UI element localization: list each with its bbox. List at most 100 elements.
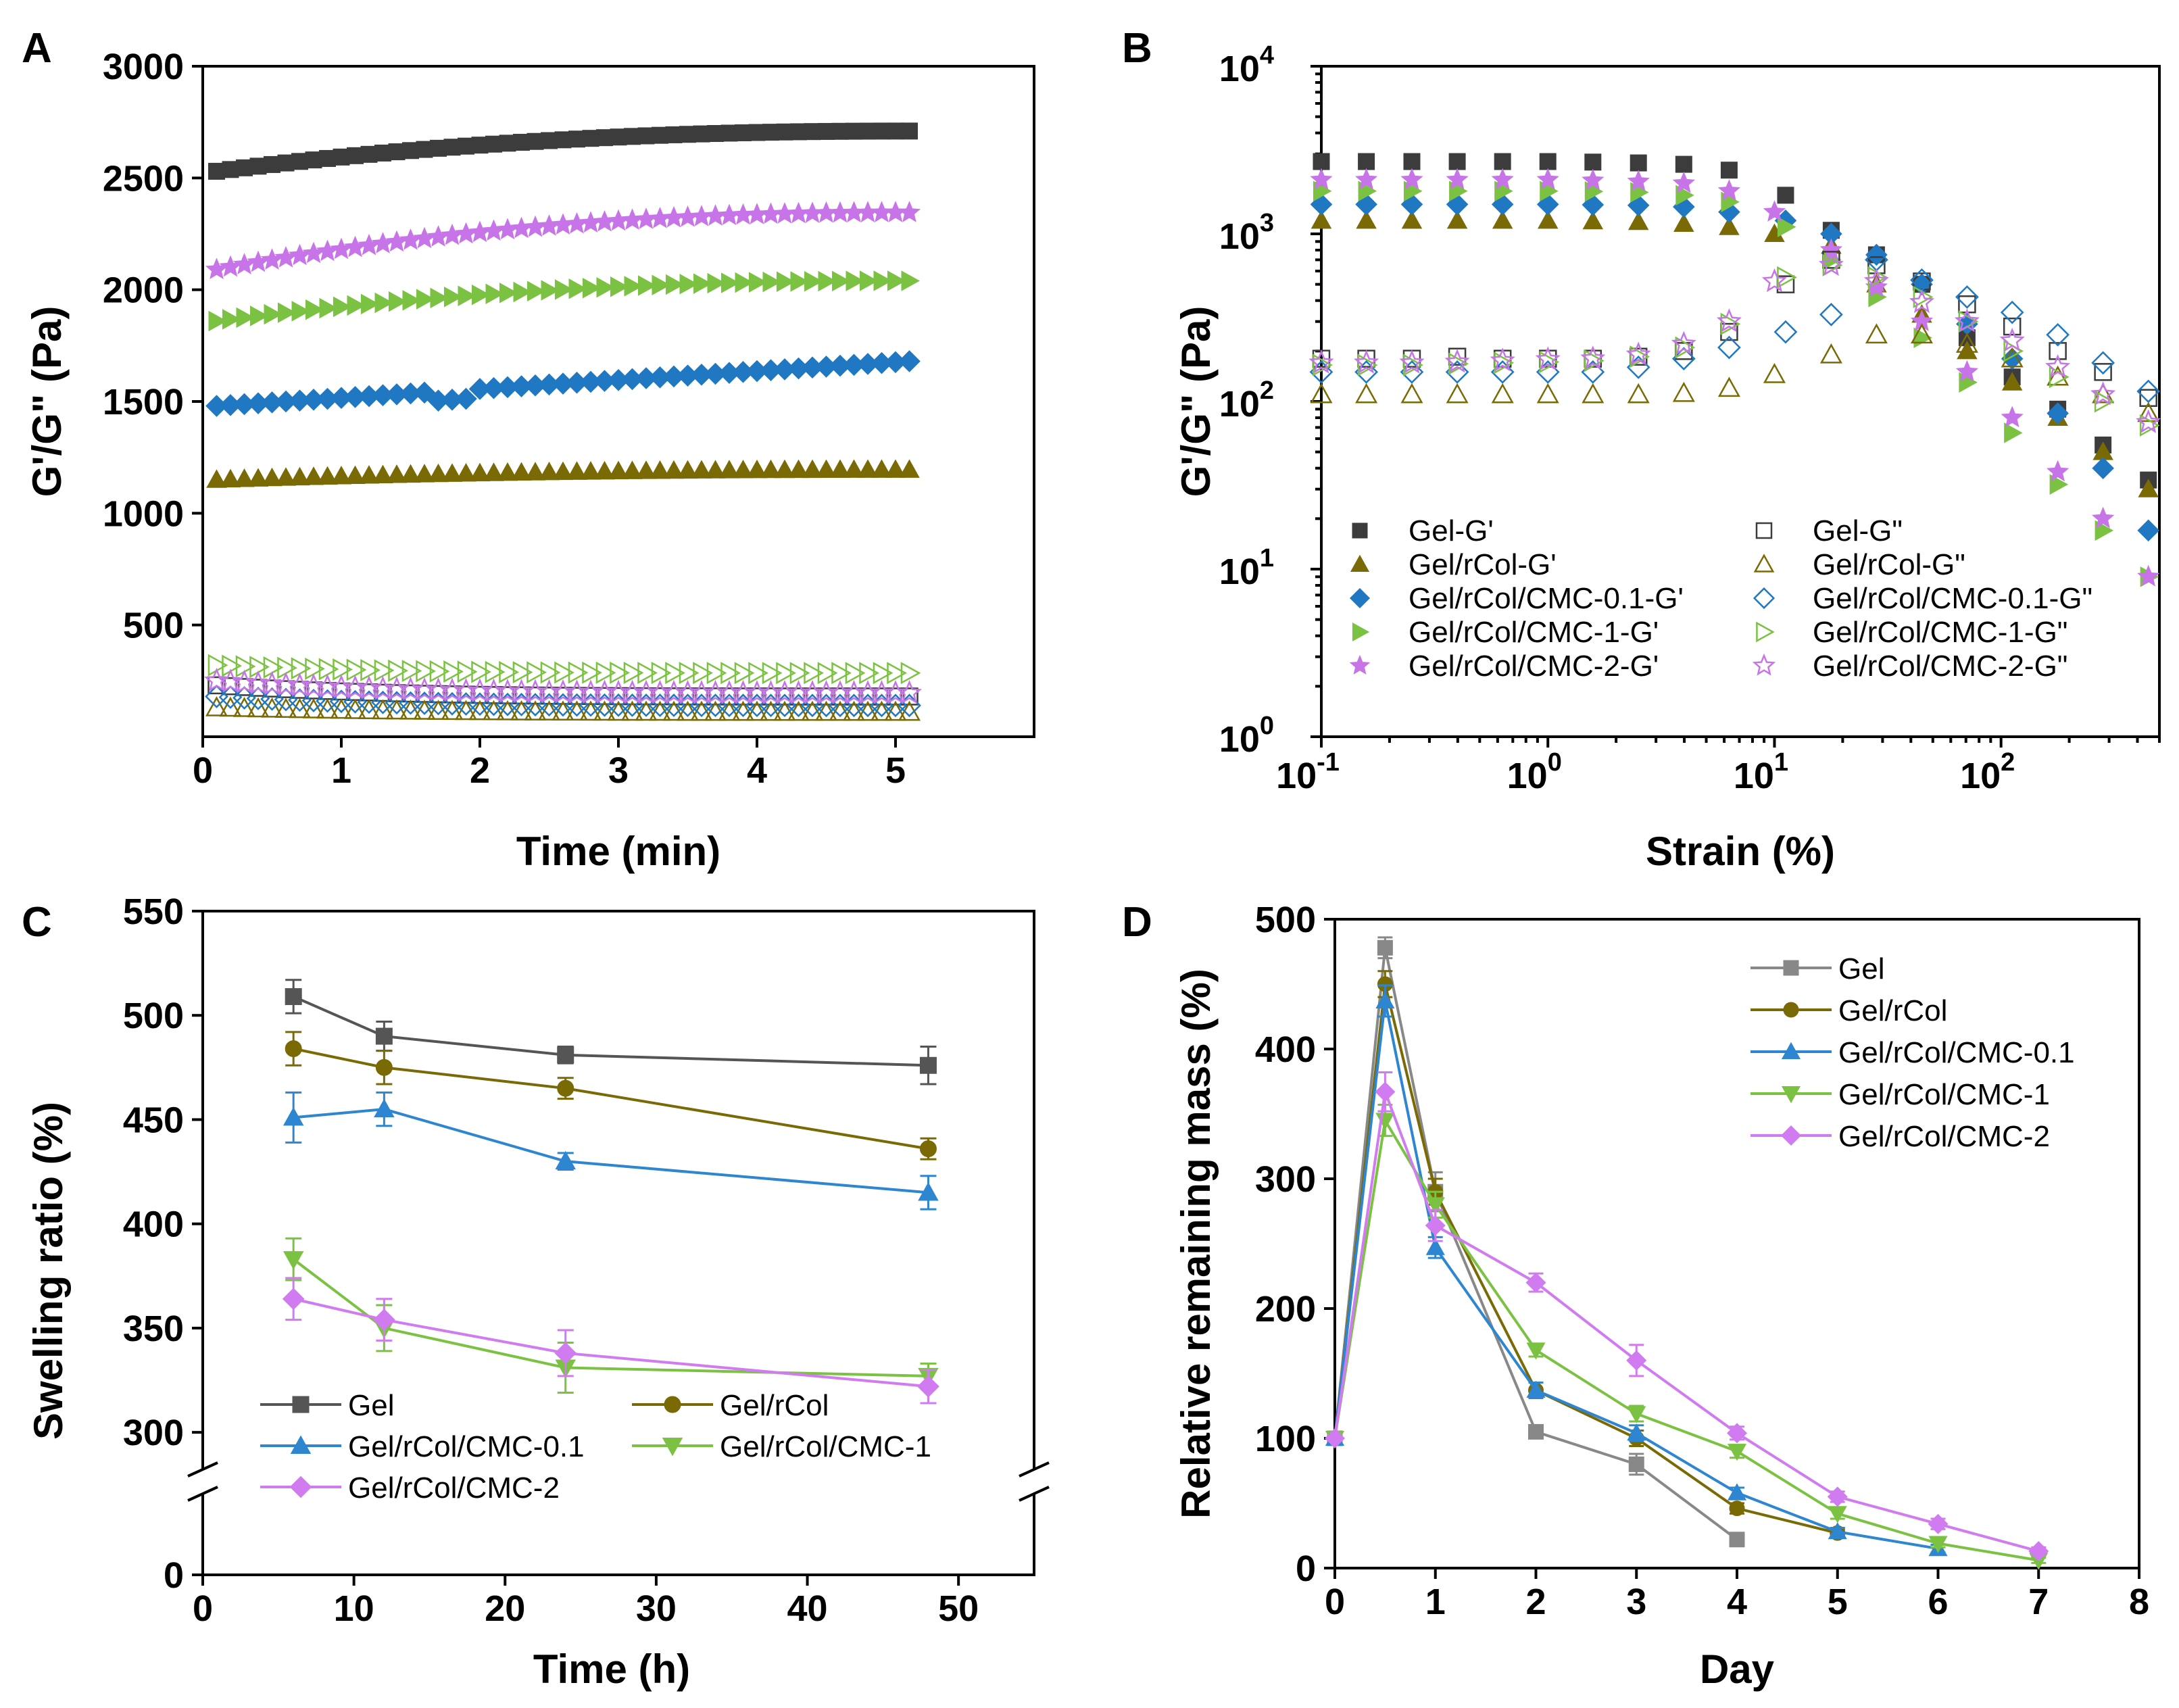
panel-a-point (901, 270, 920, 291)
panel-b-point (1355, 383, 1378, 404)
panel-a-point (527, 661, 547, 684)
panel-d-point (1729, 1500, 1745, 1517)
panel-a-point (277, 302, 297, 323)
panel-b-point (1955, 360, 1979, 382)
panel-a-point (512, 661, 533, 684)
panel-b-point (2049, 474, 2069, 495)
panel-d-legend-label: Gel/rCol/CMC-0.1 (1838, 1036, 2075, 1069)
panel-a-point (651, 662, 672, 685)
panel-b-point (1492, 210, 1513, 229)
panel-b-series-gel-rcol-cmc-2-g (1308, 251, 2161, 433)
panel-b-point (1777, 187, 1794, 204)
panel-a-point (288, 243, 312, 266)
panel-d-legend-marker (1783, 960, 1799, 976)
panel-a-point (582, 661, 602, 684)
panel-a-point (568, 278, 587, 299)
panel-a-point (857, 459, 879, 478)
panel-d-legend-item: Gel/rCol/CMC-2 (1750, 1120, 2050, 1153)
panel-d-x-tick-label: 6 (1928, 1582, 1948, 1622)
panel-a-point (846, 270, 864, 291)
panel-d-legend-item: Gel (1750, 952, 1884, 985)
panel-b-point (1673, 213, 1694, 232)
panel-a-point (568, 661, 589, 684)
panel-a-x-tick-label: 1 (331, 750, 351, 791)
panel-d-point (1375, 991, 1395, 1009)
panel-a-point (428, 463, 449, 483)
panel-a-point (413, 700, 436, 720)
panel-a-point (608, 460, 629, 480)
panel-a-point (760, 459, 781, 479)
panel-a-point (691, 460, 712, 479)
panel-b-point (1491, 383, 1514, 404)
panel-a-point (746, 459, 768, 479)
panel-a-point (527, 280, 546, 302)
panel-b-point (1630, 154, 1647, 172)
panel-b-point (1311, 210, 1332, 229)
panel-d-series-gel-rcol-cmc-2 (1324, 1071, 2049, 1562)
panel-b-point (1358, 153, 1375, 170)
panel-a-point (898, 201, 921, 222)
panel-d-point (1729, 1532, 1745, 1548)
panel-c-frame-upper (201, 910, 1035, 1469)
panel-a-point (524, 700, 547, 721)
panel-d-point (1727, 1483, 1747, 1500)
panel-a-point (622, 460, 643, 479)
panel-a-point (693, 662, 713, 685)
panel-b-point (2001, 372, 2023, 391)
panel-a-point (705, 460, 726, 479)
panel-c-point (375, 1058, 393, 1076)
panel-d-x-tick-label: 3 (1626, 1582, 1646, 1622)
panel-a-point (748, 662, 768, 685)
panel-b-point (2138, 479, 2159, 497)
panel-a-y-label: G'/G" (Pa) (24, 306, 70, 497)
panel-d-point (2028, 1541, 2049, 1562)
panel-b-series-gel-rcol-g (1311, 210, 2159, 497)
panel-c-legend-marker (290, 1435, 312, 1455)
panel-d-point (1525, 1272, 1546, 1293)
panel-b-point (1536, 383, 1559, 404)
panel-d-point (1828, 1522, 1847, 1540)
panel-a-point (333, 296, 352, 318)
panel-b-legend-marker (1756, 621, 1775, 643)
panel-a-point (650, 460, 670, 479)
panel-b-point (1537, 210, 1559, 229)
panel-a-point (360, 658, 381, 682)
panel-b-point (1400, 383, 1423, 404)
panel-b-series-gel-rcol-cmc-1-g (1313, 253, 2160, 437)
panel-c-point (283, 1251, 304, 1270)
panel-c-legend-marker (664, 1396, 681, 1413)
panel-a-point (845, 662, 866, 685)
panel-b-point (1716, 308, 1742, 333)
panel-c-line (292, 1258, 929, 1377)
panel-a-point (316, 239, 339, 262)
panel-a-point (236, 307, 255, 328)
panel-a-point (873, 270, 892, 291)
panel-b-point (1536, 168, 1559, 190)
panel-a-point (454, 700, 478, 721)
panel-d-point (1528, 1423, 1544, 1440)
panel-a-x-tick-label: 5 (885, 750, 906, 791)
panel-a-point (524, 462, 546, 481)
panel-b-point (1354, 168, 1378, 190)
panel-b-point (1763, 200, 1786, 222)
panel-a-point (303, 466, 324, 485)
panel-b-point (1399, 349, 1425, 374)
panel-a-point (388, 291, 408, 312)
panel-a-point (774, 459, 795, 479)
panel-a-point (302, 698, 325, 718)
panel-b-point (1491, 193, 1514, 216)
panel-a-point (776, 662, 796, 685)
panel-a-point (386, 464, 408, 483)
panel-a-y-tick-label: 2000 (103, 270, 184, 311)
panel-a-point (343, 698, 367, 719)
panel-c-legend-label: Gel/rCol (720, 1389, 829, 1422)
panel-d-point (1425, 1197, 1445, 1215)
panel-a-point (720, 662, 741, 685)
panel-b-point (1627, 170, 1650, 191)
panel-c-legend-item: Gel/rCol/CMC-1 (632, 1430, 931, 1463)
panel-a-series-gel-rcol-cmc-2-g (205, 201, 921, 280)
panel-b-point (1625, 341, 1651, 366)
panel-c-legend-label: Gel/rCol/CMC-1 (720, 1430, 931, 1463)
panel-a-point (485, 283, 504, 305)
panel-d-x-tick-label: 0 (1325, 1582, 1345, 1622)
